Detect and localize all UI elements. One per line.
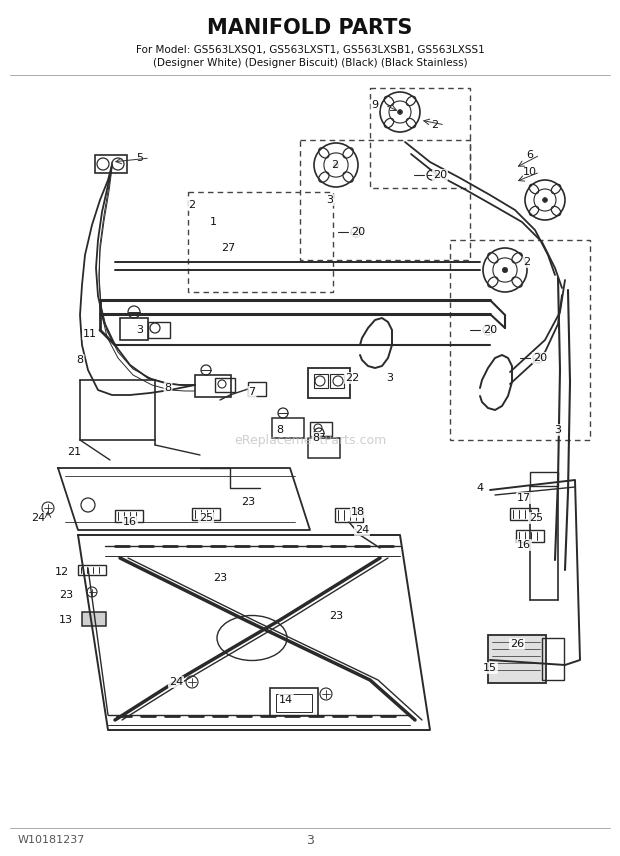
Bar	[330, 374, 344, 388]
Text: 24: 24	[169, 677, 183, 687]
Text: 23: 23	[213, 573, 227, 583]
Bar	[516, 530, 544, 542]
Text: 25: 25	[199, 513, 213, 523]
Text: 5: 5	[136, 153, 143, 163]
Text: eReplacementParts.com: eReplacementParts.com	[234, 433, 386, 447]
Text: 2: 2	[332, 160, 339, 170]
Text: 6: 6	[526, 150, 533, 160]
Text: 8: 8	[164, 383, 172, 393]
Text: 17: 17	[517, 493, 531, 503]
Text: (Designer White) (Designer Biscuit) (Black) (Black Stainless): (Designer White) (Designer Biscuit) (Bla…	[153, 58, 467, 68]
Text: 27: 27	[221, 243, 235, 253]
Text: 20: 20	[433, 170, 447, 180]
Text: 8: 8	[312, 433, 319, 443]
Bar	[308, 438, 340, 458]
Text: For Model: GS563LXSQ1, GS563LXST1, GS563LXSB1, GS563LXSS1: For Model: GS563LXSQ1, GS563LXST1, GS563…	[136, 45, 484, 55]
Text: 2: 2	[523, 257, 531, 267]
Bar	[510, 508, 538, 520]
Text: 16: 16	[123, 517, 137, 527]
Text: 26: 26	[510, 639, 524, 649]
Text: 3: 3	[554, 425, 562, 435]
Bar	[300, 140, 470, 260]
Circle shape	[542, 198, 547, 202]
Text: 9: 9	[371, 100, 379, 110]
Bar	[188, 192, 333, 292]
Text: 21: 21	[67, 447, 81, 457]
Bar	[215, 378, 235, 392]
Text: 10: 10	[523, 167, 537, 177]
Bar	[314, 374, 328, 388]
Text: 23: 23	[329, 611, 343, 621]
Text: 2: 2	[432, 120, 438, 130]
Text: 8: 8	[76, 355, 84, 365]
Bar	[308, 368, 350, 398]
Bar	[270, 688, 318, 716]
Text: 20: 20	[533, 353, 547, 363]
Bar	[276, 694, 312, 712]
Bar	[450, 240, 590, 440]
Text: 22: 22	[345, 373, 359, 383]
Text: 24: 24	[31, 513, 45, 523]
Text: 1: 1	[210, 217, 216, 227]
Bar	[82, 612, 106, 626]
Text: 13: 13	[59, 615, 73, 625]
Bar	[78, 565, 106, 575]
Text: 15: 15	[483, 663, 497, 673]
Text: 23: 23	[241, 497, 255, 507]
Bar	[335, 508, 363, 522]
Circle shape	[502, 267, 508, 273]
Bar	[115, 510, 143, 522]
Circle shape	[334, 163, 339, 168]
Bar	[248, 382, 266, 396]
Bar	[542, 638, 564, 680]
Bar	[530, 472, 558, 486]
Circle shape	[397, 110, 402, 115]
Text: 3: 3	[306, 834, 314, 847]
Text: 14: 14	[279, 695, 293, 705]
Text: 16: 16	[517, 540, 531, 550]
Text: MANIFOLD PARTS: MANIFOLD PARTS	[207, 18, 413, 38]
Text: 11: 11	[83, 329, 97, 339]
Bar	[148, 322, 170, 338]
Text: 24: 24	[355, 525, 369, 535]
Bar	[488, 635, 546, 683]
Text: 4: 4	[476, 483, 484, 493]
Text: 23: 23	[59, 590, 73, 600]
Text: 7: 7	[249, 387, 255, 397]
Bar	[120, 318, 148, 340]
Text: 8: 8	[277, 425, 283, 435]
Bar	[192, 508, 220, 520]
Bar	[272, 418, 304, 438]
Text: 3: 3	[327, 195, 334, 205]
Text: W10181237: W10181237	[18, 835, 86, 845]
Bar	[195, 375, 231, 397]
Text: 3: 3	[386, 373, 394, 383]
Text: 3: 3	[136, 325, 143, 335]
Bar	[310, 422, 332, 436]
Text: 20: 20	[483, 325, 497, 335]
Bar	[95, 155, 127, 173]
Text: 18: 18	[351, 507, 365, 517]
Text: 2: 2	[188, 200, 195, 210]
Bar	[370, 88, 470, 188]
Text: 20: 20	[351, 227, 365, 237]
Text: 25: 25	[529, 513, 543, 523]
Text: 12: 12	[55, 567, 69, 577]
